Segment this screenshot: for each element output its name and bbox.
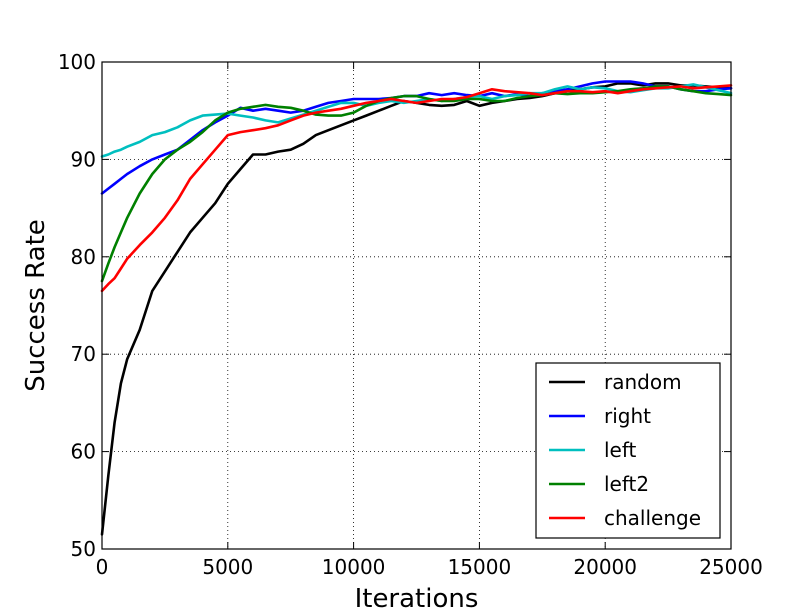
y-tick-label: 50 — [71, 537, 96, 561]
y-axis-title: Success Rate — [21, 219, 51, 392]
legend-label-right: right — [604, 404, 651, 428]
y-tick-label: 100 — [58, 50, 96, 74]
ticks — [101, 61, 732, 550]
y-tick-label: 60 — [71, 440, 96, 464]
legend-label-random: random — [604, 370, 682, 394]
x-tick-label: 5000 — [202, 555, 253, 579]
y-tick-labels: 50 60 70 80 90 100 — [58, 50, 96, 561]
x-axis-title: Iterations — [355, 584, 479, 612]
x-tick-label: 10000 — [322, 555, 386, 579]
series-layer — [100, 80, 733, 536]
legend: random right left left2 challenge — [535, 362, 721, 539]
series-line-challenge — [100, 84, 733, 293]
x-tick-labels: 0 5000 10000 15000 20000 25000 — [96, 555, 763, 579]
legend-label-challenge: challenge — [604, 506, 701, 530]
x-tick-label: 0 — [96, 555, 109, 579]
legend-label-left: left — [604, 438, 637, 462]
series-line-left2 — [100, 85, 733, 283]
x-tick-label: 15000 — [448, 555, 512, 579]
y-tick-label: 80 — [71, 245, 96, 269]
legend-label-left2: left2 — [604, 472, 649, 496]
plot-frame — [101, 61, 732, 550]
x-tick-label: 20000 — [573, 555, 637, 579]
y-tick-label: 70 — [71, 342, 96, 366]
legend-entries: random right left left2 challenge — [549, 370, 701, 530]
y-tick-label: 90 — [71, 147, 96, 171]
x-tick-label: 25000 — [699, 555, 763, 579]
